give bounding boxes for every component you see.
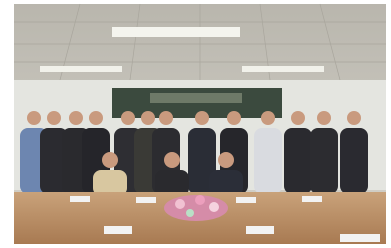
flowers xyxy=(164,195,228,221)
photo xyxy=(0,0,391,248)
person-head xyxy=(227,111,241,125)
person-head xyxy=(195,111,209,125)
person-head xyxy=(47,111,61,125)
person-head xyxy=(291,111,305,125)
scene xyxy=(14,4,386,244)
person-head xyxy=(261,111,275,125)
seated-head xyxy=(218,152,234,168)
person-head xyxy=(141,111,155,125)
person-body xyxy=(254,128,282,194)
person-body xyxy=(340,128,368,194)
person-body xyxy=(310,128,338,194)
person-head xyxy=(27,111,41,125)
page: (() => { const data = JSON.parse(documen… xyxy=(0,0,391,248)
person-head xyxy=(159,111,173,125)
ceiling-light xyxy=(112,27,240,37)
person-body xyxy=(284,128,312,194)
ceiling-light xyxy=(242,66,324,72)
person-head xyxy=(121,111,135,125)
person-head xyxy=(89,111,103,125)
ceiling-light xyxy=(40,66,122,72)
seated-head xyxy=(164,152,180,168)
banner-logo xyxy=(150,93,242,103)
seated-head xyxy=(102,152,118,168)
person-head xyxy=(347,111,361,125)
person-head xyxy=(69,111,83,125)
person-head xyxy=(317,111,331,125)
